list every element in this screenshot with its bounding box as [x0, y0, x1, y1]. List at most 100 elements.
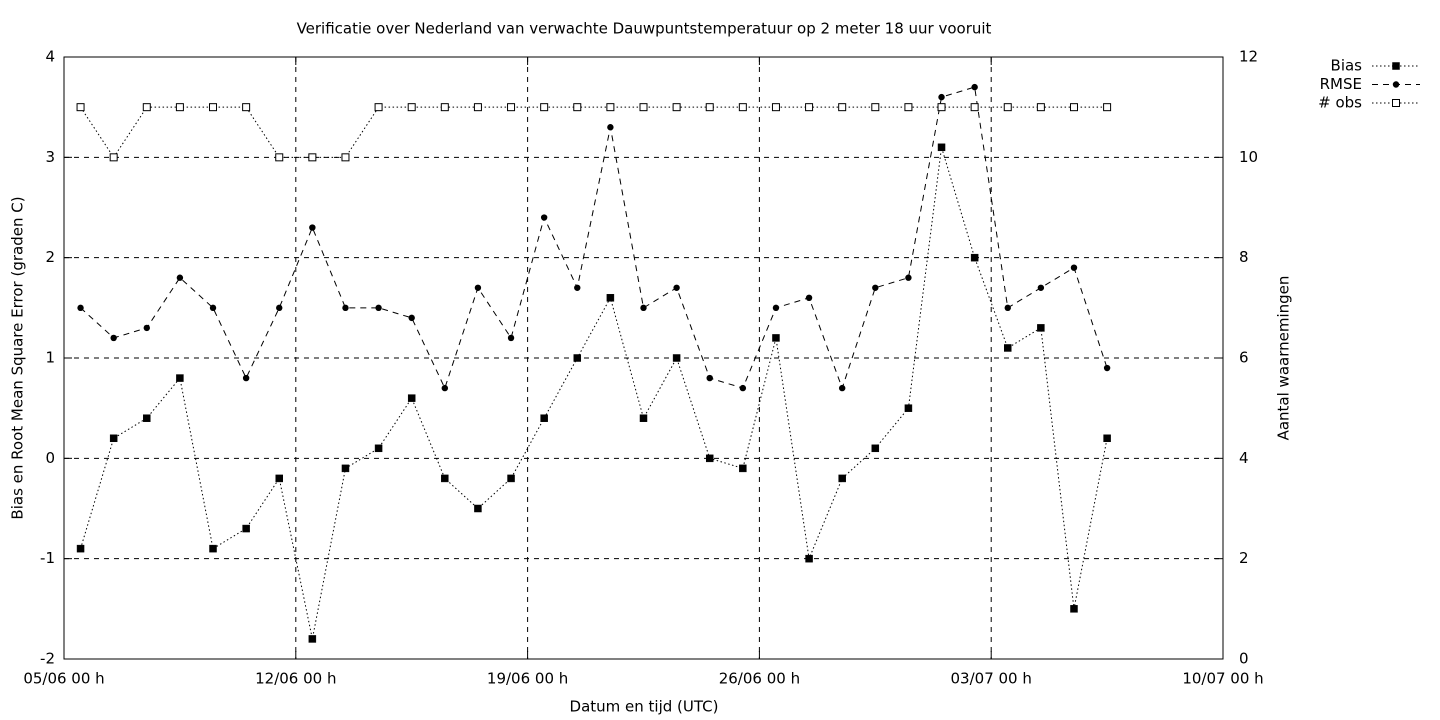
- series-line: [80, 147, 1108, 640]
- data-point: [672, 103, 681, 112]
- data-point: [209, 304, 217, 312]
- data-point: [275, 474, 283, 483]
- data-point: [209, 544, 217, 553]
- data-point: [540, 103, 549, 112]
- legend-marker: [1392, 62, 1400, 70]
- data-point: [640, 304, 647, 312]
- data-point: [341, 464, 350, 473]
- data-point: [772, 304, 780, 312]
- data-point: [805, 103, 814, 112]
- data-point: [110, 334, 117, 342]
- data-point: [440, 103, 449, 112]
- data-point: [441, 474, 449, 483]
- data-point: [705, 454, 714, 463]
- y-tick-label: 2: [45, 248, 55, 266]
- data-point: [573, 103, 582, 112]
- data-point: [573, 354, 582, 362]
- data-point: [1003, 103, 1012, 112]
- data-point: [540, 214, 548, 221]
- y2-tick-label: 2: [1239, 549, 1249, 567]
- data-point: [143, 414, 151, 422]
- legend-marker: [1392, 81, 1400, 88]
- data-point: [739, 384, 747, 392]
- data-point: [77, 304, 84, 312]
- data-point: [1070, 605, 1078, 613]
- y2-tick-label: 6: [1239, 349, 1249, 367]
- y-axis-label: Bias en Root Mean Square Error (graden C…: [9, 196, 27, 519]
- data-point: [76, 544, 85, 553]
- data-point: [772, 334, 780, 342]
- y2-tick-label: 12: [1239, 48, 1258, 66]
- y-tick-label: -2: [40, 650, 55, 668]
- data-point: [540, 414, 548, 422]
- data-point: [143, 324, 150, 332]
- data-point: [838, 103, 847, 112]
- y2-tick-label: 4: [1239, 449, 1249, 467]
- x-tick-label: 12/06 00 h: [255, 670, 336, 688]
- data-point: [607, 124, 614, 131]
- data-point: [672, 354, 681, 362]
- data-point: [474, 504, 482, 513]
- data-point: [1069, 103, 1078, 112]
- data-point: [1103, 364, 1111, 372]
- data-point: [473, 103, 482, 112]
- data-point: [375, 304, 382, 312]
- x-tick-label: 03/07 00 h: [951, 670, 1032, 688]
- data-point: [1036, 103, 1045, 112]
- legend-label: # obs: [1318, 94, 1362, 112]
- data-point: [242, 374, 250, 382]
- data-point: [76, 103, 85, 112]
- data-point: [805, 294, 813, 301]
- data-point: [276, 304, 283, 312]
- data-point: [441, 384, 449, 392]
- data-point: [308, 635, 317, 643]
- data-point: [838, 474, 846, 483]
- y-tick-label: 4: [45, 48, 55, 66]
- data-point: [342, 304, 349, 312]
- data-point: [407, 103, 416, 112]
- x-axis-label: Datum en tijd (UTC): [570, 698, 719, 716]
- data-point: [1103, 103, 1112, 112]
- data-point: [408, 314, 415, 322]
- x-tick-label: 26/06 00 h: [719, 670, 800, 688]
- data-point: [374, 103, 383, 112]
- data-point: [1037, 284, 1045, 291]
- y-tick-label: 0: [45, 449, 55, 467]
- data-point: [706, 374, 713, 382]
- data-point: [871, 444, 880, 453]
- data-point: [242, 524, 250, 533]
- data-point: [176, 274, 184, 281]
- data-point: [805, 554, 813, 563]
- data-point: [407, 394, 416, 402]
- data-point: [673, 284, 680, 291]
- data-point: [938, 93, 945, 101]
- data-point: [705, 103, 714, 112]
- data-point: [275, 153, 284, 162]
- data-point: [109, 153, 118, 162]
- data-point: [739, 464, 747, 473]
- data-point: [374, 444, 383, 453]
- y-tick-label: -1: [40, 549, 55, 567]
- data-point: [738, 103, 747, 112]
- y2-axis-label: Aantal waarnemingen: [1275, 276, 1293, 441]
- data-point: [970, 103, 979, 112]
- data-point: [838, 384, 846, 392]
- legend-marker: [1392, 99, 1400, 107]
- data-point: [209, 103, 218, 112]
- data-point: [606, 294, 615, 302]
- data-point: [1004, 344, 1012, 352]
- data-point: [771, 103, 780, 112]
- x-tick-label: 19/06 00 h: [487, 670, 568, 688]
- data-point: [1103, 434, 1111, 443]
- data-point: [309, 224, 316, 231]
- series-line: [80, 106, 1108, 159]
- data-point: [142, 103, 151, 112]
- data-point: [904, 404, 913, 412]
- data-point: [606, 103, 615, 112]
- legend-label: RMSE: [1320, 75, 1362, 93]
- data-point: [937, 143, 946, 152]
- y-tick-label: 1: [45, 349, 55, 367]
- data-point: [971, 83, 978, 91]
- data-point: [176, 374, 184, 382]
